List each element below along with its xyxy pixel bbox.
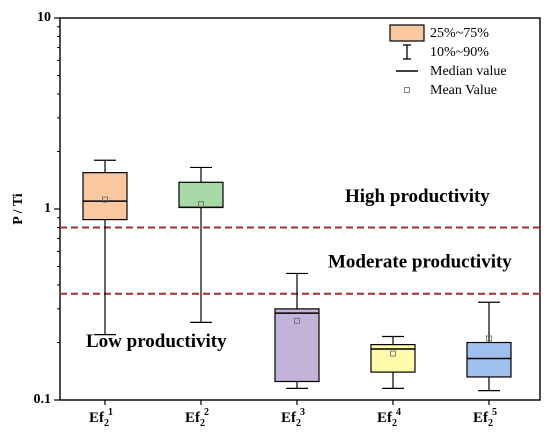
box-1 (82, 159, 128, 336)
box-iqr (274, 308, 320, 383)
legend: 25%~75% 10%~90% Median value Mean Value (389, 24, 507, 98)
legend-item-box: 25%~75% (389, 24, 489, 42)
y-tick-label: 10 (37, 10, 51, 25)
legend-mean-swatch (404, 87, 410, 93)
y-tick-label: 0.1 (34, 392, 52, 407)
box-iqr (178, 181, 224, 208)
mean-marker (102, 196, 108, 203)
box-iqr (466, 341, 512, 378)
x-tick-label-1: Ef21 (89, 407, 113, 429)
legend-item-mean: Mean Value (404, 83, 497, 98)
box-iqr (82, 172, 128, 221)
legend-box-swatch (389, 24, 425, 42)
legend-label: 25%~75% (430, 26, 489, 41)
x-tick-label-2: Ef22 (185, 407, 209, 429)
y-axis-label: P / Ti (11, 193, 26, 225)
x-tick-label-3: Ef23 (281, 407, 305, 429)
x-tick-label-5: Ef25 (473, 407, 497, 429)
boxes (82, 159, 512, 392)
axes: 0.1 1 10 P / Ti Ef21 Ef22 Ef23 Ef24 Ef25 (11, 10, 497, 429)
box-5 (466, 301, 512, 392)
mean-marker (486, 335, 492, 342)
legend-item-median: Median value (396, 64, 507, 79)
zone-annotations: High productivity Moderate productivity Lo… (86, 186, 512, 352)
mean-marker (198, 201, 204, 208)
mean-marker (390, 350, 396, 357)
box-3 (274, 272, 320, 390)
annotation-moderate-productivity: Moderate productivity (328, 252, 512, 273)
box-2 (178, 166, 224, 323)
box-4 (370, 335, 416, 390)
x-tick-label-4: Ef24 (377, 407, 401, 429)
annotation-high-productivity: High productivity (345, 186, 490, 207)
annotation-low-productivity: Low productivity (86, 331, 227, 352)
legend-label: Median value (430, 64, 507, 79)
legend-label: 10%~90% (430, 45, 489, 60)
legend-item-whisker: 10%~90% (403, 44, 489, 60)
legend-label: Mean Value (430, 83, 497, 98)
threshold-lines (60, 226, 540, 295)
y-tick-label: 1 (44, 201, 51, 216)
mean-marker (294, 317, 300, 324)
